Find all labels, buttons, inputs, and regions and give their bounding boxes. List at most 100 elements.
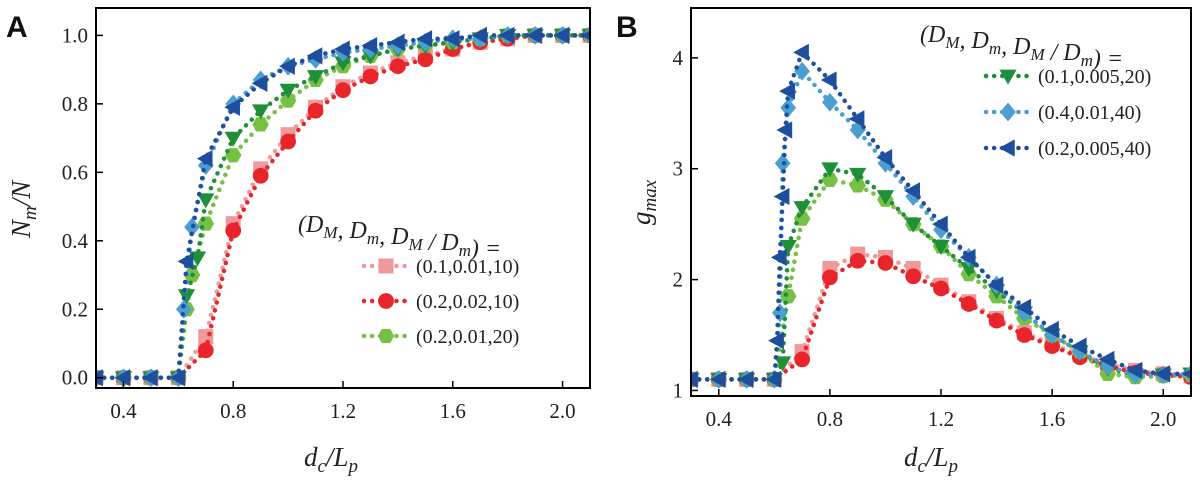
legend-title: (DM, Dm, DM / Dm) = [298,212,501,262]
data-point [471,26,487,45]
data-point [306,70,325,86]
data-point [334,56,352,72]
data-point [169,369,186,387]
x-tick-label: 1.2 [330,399,356,423]
data-point [904,217,922,233]
series-line [691,166,1191,382]
data-point [876,190,895,206]
data-point [988,312,1005,329]
y-tick-label: 0.8 [62,92,88,116]
y-tick-label: 0.4 [62,229,89,253]
y-tick-label: 0.6 [62,160,88,184]
x-tick-label: 0.8 [220,399,246,423]
data-point [251,74,268,92]
x-tick-label: 0.8 [817,407,843,431]
series-line [691,66,1191,382]
legend-marker [377,328,395,344]
data-point [821,162,839,178]
y-tick-label: 3 [673,157,684,181]
legend-item: (0.1,0.01,10) [361,256,519,278]
data-point [932,215,948,233]
data-point [306,47,323,65]
data-point [776,121,793,139]
data-point [1098,350,1115,369]
x-tick-label: 1.6 [440,399,466,423]
data-point [307,102,324,119]
data-point [553,26,570,45]
legend-label: (0.2,0.01,20) [416,326,519,348]
data-point [197,216,214,231]
panel-a-xlabel: dc/Lp [304,442,358,477]
data-point [959,248,976,267]
legend-item: (0.2,0.01,20) [361,326,519,348]
data-point [709,370,726,388]
data-point [820,71,837,89]
data-point [779,239,797,255]
data-point [252,117,269,132]
data-point [1126,361,1143,380]
legend-marker [1000,102,1016,122]
panel-label-b: B [616,11,638,44]
data-point [141,369,158,387]
panel-a-chart: 0.4 0.8 1.2 1.6 2.0 0.0 0.2 0.4 0.6 0.8 1.0 (DM, D… [6,7,591,477]
y-tick-label: 2 [673,268,684,292]
data-point [822,92,838,112]
data-point [1043,320,1059,339]
legend-label: (0.2,0.005,40) [1038,138,1151,160]
data-point [417,51,434,68]
data-point [443,30,460,48]
data-point [774,356,792,372]
y-tick-label: 0.0 [62,366,88,390]
data-point [933,280,949,297]
data-point [822,269,838,286]
data-point [388,33,405,51]
legend-label: (0.4,0.01,40) [1038,102,1141,124]
legend-label: (0.1,0.005,20) [1038,66,1151,88]
data-point [768,331,784,350]
data-point [197,342,214,359]
series-square [96,27,590,386]
data-point [848,110,865,128]
x-tick-label: 2.0 [549,399,575,423]
data-point [498,26,515,45]
data-point [1016,327,1033,343]
data-point [960,296,977,312]
data-point [361,37,378,55]
data-point [960,262,978,278]
x-tick-label: 0.4 [110,399,137,423]
data-point [905,268,922,285]
data-point [1015,298,1032,316]
data-point [849,252,866,269]
data-point [416,30,433,48]
legend-marker [999,69,1017,85]
y-tick-label: 1 [673,378,684,402]
data-point [114,369,131,387]
data-point [794,61,810,81]
panel-b-ylabel: gmax [626,179,661,225]
data-point [849,167,867,183]
series-line [96,33,590,380]
data-point [390,58,406,75]
legend-item: (0.4,0.01,40) [983,102,1141,124]
x-tick-label: 1.6 [1039,407,1065,431]
y-tick-label: 1.0 [62,23,88,47]
data-point [224,131,242,147]
legend-item: (0.2,0.005,40) [983,138,1151,160]
legend-label: (0.2,0.02,10) [416,291,519,313]
data-point [1182,368,1191,379]
data-point [177,252,194,270]
x-tick-label: 0.4 [706,407,733,431]
series-triangle-down [691,162,1191,388]
data-point [252,104,270,120]
series-triangle-left [691,43,1191,388]
data-point [279,93,297,108]
y-tick-label: 4 [673,46,684,70]
data-point [765,370,782,388]
data-point [197,193,215,209]
data-point [175,299,192,319]
data-point [877,255,894,271]
legend-item: (0.2,0.02,10) [361,291,519,313]
legend-marker [378,258,394,274]
